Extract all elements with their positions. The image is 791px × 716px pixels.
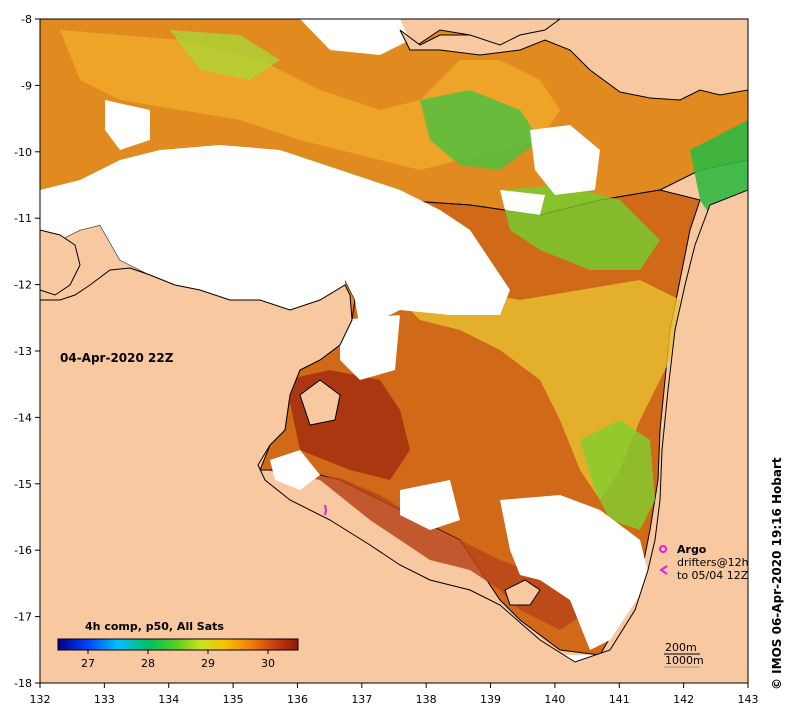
colorbar <box>57 638 299 651</box>
colorbar-title: 4h comp, p50, All Sats <box>85 620 224 633</box>
drifter-track-icon <box>324 504 328 516</box>
land-new-guinea <box>399 19 748 101</box>
argo-marker-icon <box>659 545 667 553</box>
y-tick-label: -15 <box>14 478 32 491</box>
sst-cool-patch-1 <box>420 90 540 170</box>
legend-contour-200: 200m <box>665 641 697 654</box>
colorbar-tick-label: 29 <box>201 657 215 670</box>
y-tick-label: -8 <box>21 13 32 26</box>
sst-cool-patch-4 <box>580 420 655 530</box>
x-axis: 132 133 134 135 136 137 138 139 140 141 142 143 <box>30 683 759 706</box>
y-tick-label: -11 <box>14 212 32 225</box>
x-tick-label: 133 <box>94 693 115 706</box>
y-tick-label: -16 <box>14 544 32 557</box>
cloud-center <box>340 315 400 380</box>
legend-contour-1000: 1000m <box>665 654 704 667</box>
x-tick-label: 141 <box>609 693 630 706</box>
y-tick-label: -13 <box>14 345 32 358</box>
sst-cool-patch-5 <box>170 30 280 80</box>
x-tick-label: 139 <box>480 693 501 706</box>
cloud-nw <box>105 100 150 150</box>
cloud-east-2 <box>500 190 545 215</box>
x-tick-label: 138 <box>416 693 437 706</box>
date-label: 04-Apr-2020 22Z <box>60 351 174 365</box>
y-tick-label: -10 <box>14 146 32 159</box>
y-tick-label: -9 <box>21 79 32 92</box>
colorbar-tick-label: 28 <box>141 657 155 670</box>
x-tick-label: 132 <box>30 693 51 706</box>
x-tick-label: 136 <box>287 693 308 706</box>
colorbar-ticks: 27 28 29 30 <box>81 650 275 670</box>
cloud-west <box>40 145 510 330</box>
land-mornington <box>504 579 541 606</box>
legend-drifters-line1: drifters@12h <box>677 556 749 569</box>
land-west-islands <box>40 229 81 296</box>
y-axis: -8 -9 -10 -11 -12 -13 -14 -15 -16 -17 -18 <box>14 13 40 690</box>
colorbar-tick-label: 30 <box>261 657 275 670</box>
x-tick-label: 135 <box>223 693 244 706</box>
y-tick-label: -17 <box>14 611 32 624</box>
drifter-arrow-icon <box>659 565 668 575</box>
credit-text: © IMOS 06-Apr-2020 19:16 Hobart <box>770 457 784 690</box>
legend-drifters-line2: to 05/04 12Z <box>677 569 749 582</box>
cloud-south-1 <box>270 450 320 490</box>
y-tick-label: -12 <box>14 279 32 292</box>
legend-argo: Argo <box>677 543 707 556</box>
cloud-east-1 <box>530 125 600 195</box>
legend: Argo drifters@12h to 05/04 12Z 200m 1000… <box>659 543 749 668</box>
x-tick-label: 140 <box>544 693 565 706</box>
x-tick-label: 143 <box>738 693 759 706</box>
x-tick-label: 137 <box>351 693 372 706</box>
cloud-north <box>300 19 410 55</box>
colorbar-tick-label: 27 <box>81 657 95 670</box>
y-tick-label: -14 <box>14 411 32 424</box>
map-plot-area <box>40 19 748 683</box>
x-tick-label: 142 <box>673 693 694 706</box>
y-tick-label: -18 <box>14 677 32 690</box>
x-tick-label: 134 <box>158 693 179 706</box>
land-groote-isle <box>299 379 341 426</box>
cloud-south-3 <box>500 495 650 650</box>
cloud-south-2 <box>400 480 460 530</box>
land-arnhem <box>40 189 748 683</box>
